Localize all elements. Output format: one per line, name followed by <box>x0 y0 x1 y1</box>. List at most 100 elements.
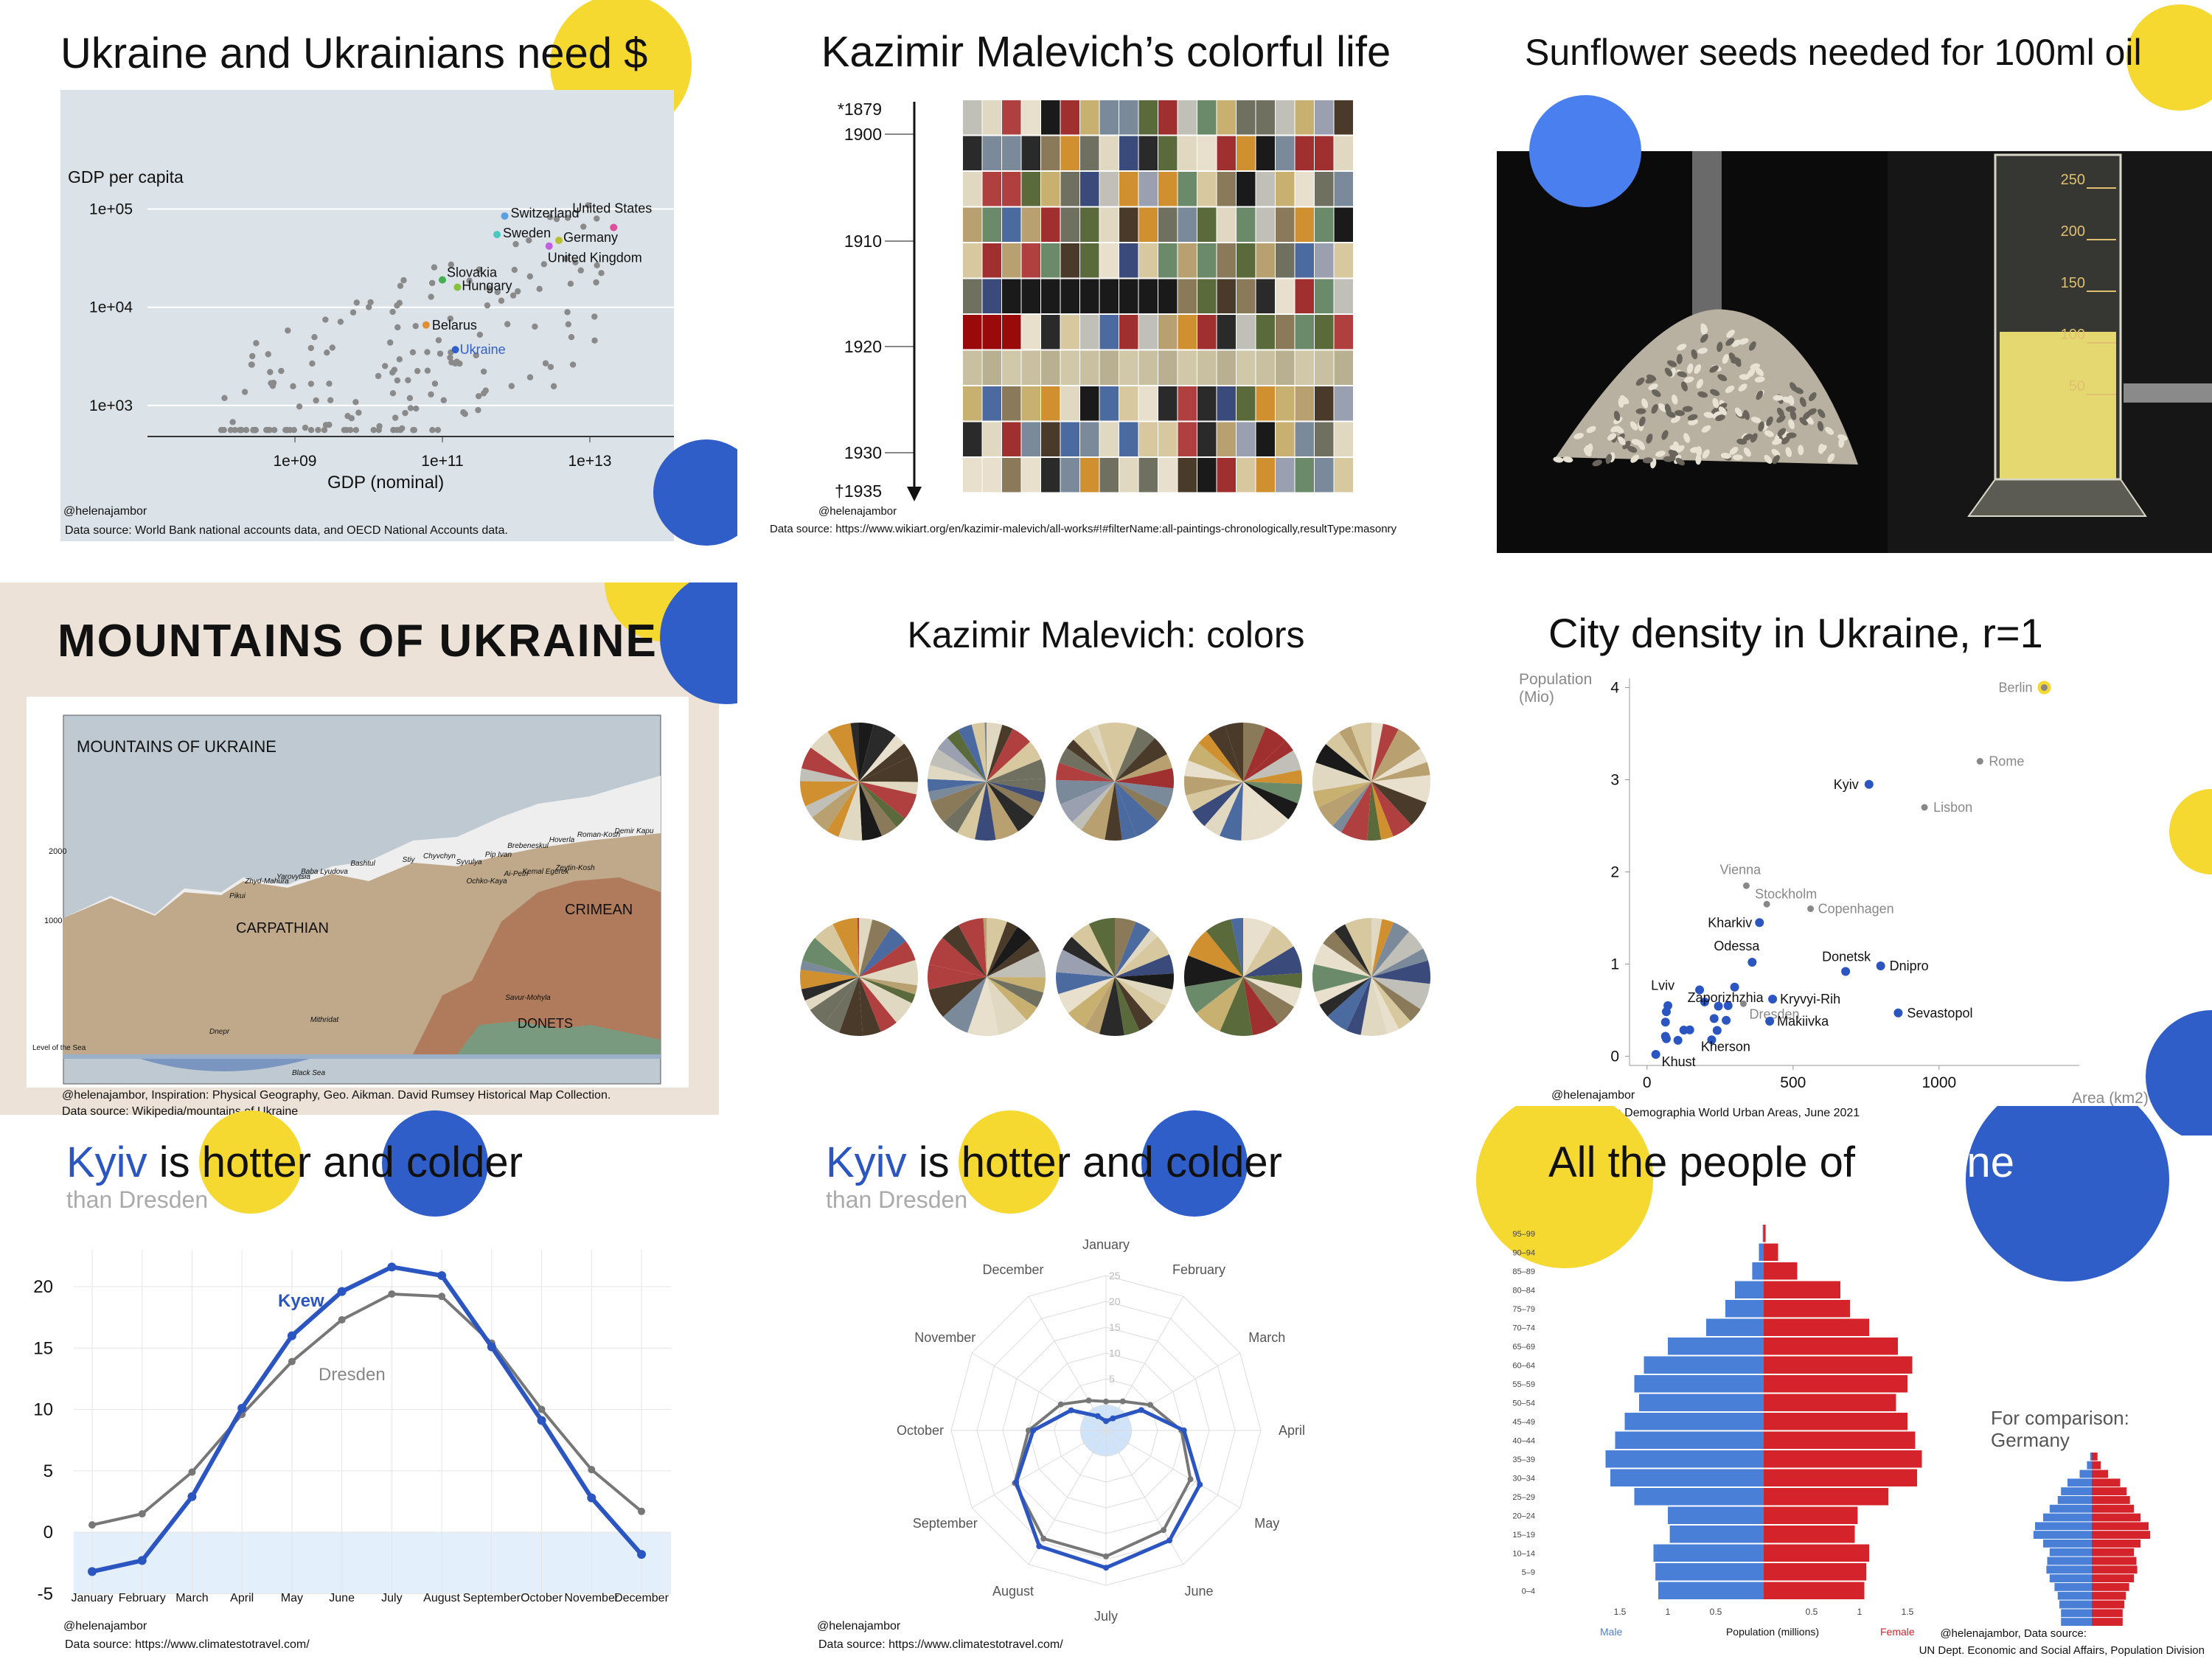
color-swatch <box>1099 100 1119 135</box>
color-swatch <box>1295 172 1314 206</box>
pie-slice <box>1097 723 1115 782</box>
color-swatch <box>1002 386 1021 421</box>
seed <box>1700 333 1708 343</box>
peak-label: Roman-Kosh <box>577 831 621 839</box>
pie-slice <box>942 977 987 1033</box>
pie-slice <box>827 723 859 782</box>
point-label: United States <box>572 201 652 215</box>
x-tick-label: January <box>72 1592 114 1604</box>
y-tick-label: 15 <box>33 1338 53 1358</box>
pie-slice <box>1371 782 1427 825</box>
age-label: 40–44 <box>1512 1437 1535 1446</box>
color-swatch <box>1256 136 1275 170</box>
data-point <box>390 427 397 434</box>
x-axis-label: Population (millions) <box>1726 1626 1819 1638</box>
bar-male <box>1668 1506 1764 1524</box>
pie-slice <box>1105 782 1122 841</box>
bar-male <box>1762 1225 1764 1242</box>
color-swatch <box>1099 458 1119 493</box>
color-swatch <box>1217 315 1236 349</box>
pie-slice <box>859 724 896 782</box>
point-label: Lisbon <box>1933 800 1972 815</box>
color-swatch <box>1080 243 1099 278</box>
pie-slice <box>1185 977 1243 1013</box>
title-kyiv: Kyiv <box>826 1138 907 1186</box>
color-swatch <box>1256 350 1275 385</box>
pie-slice <box>987 778 1046 793</box>
seed <box>1638 440 1646 451</box>
x-axis-label: GDP (nominal) <box>327 473 444 493</box>
radar-point <box>1013 1479 1020 1486</box>
de-bar-male <box>2057 1496 2092 1504</box>
data-point <box>291 427 297 434</box>
color-swatch <box>1295 100 1314 135</box>
data-point <box>532 323 538 330</box>
de-bar-male <box>2087 1461 2092 1470</box>
color-swatch <box>1315 422 1334 456</box>
radar-spoke <box>1028 1430 1107 1565</box>
data-point <box>389 390 397 397</box>
bar-female <box>1764 1413 1907 1430</box>
color-swatch <box>1080 315 1099 349</box>
age-label: 45–49 <box>1512 1418 1535 1427</box>
data-point <box>526 374 534 380</box>
color-swatch <box>963 422 982 456</box>
color-swatch <box>1178 279 1197 313</box>
x-tick-label: 1 <box>1857 1607 1863 1617</box>
color-swatch <box>1315 136 1334 170</box>
age-label: 85–89 <box>1512 1267 1535 1276</box>
color-swatch <box>1138 279 1158 313</box>
peak-label: Pip Ivan <box>485 851 512 859</box>
pie-slice <box>1084 977 1115 1034</box>
chart-title: Kyiv is hotter and colder <box>826 1138 1282 1186</box>
data-point <box>290 383 296 390</box>
peak-label: Ai-Petri <box>504 870 529 878</box>
data-point <box>550 383 557 390</box>
pie-slice <box>1371 918 1382 977</box>
cylinder-base <box>1967 479 2147 517</box>
bar-male <box>1634 1375 1764 1393</box>
pie-slice <box>987 977 1027 1035</box>
bar-male <box>1655 1563 1764 1581</box>
data-point <box>475 406 481 414</box>
pie-slice <box>947 729 987 782</box>
data-point <box>473 352 479 359</box>
color-swatch <box>1197 386 1217 421</box>
seed <box>1655 451 1666 457</box>
data-point <box>594 262 600 268</box>
seed <box>1772 438 1782 445</box>
color-swatch <box>1237 172 1256 206</box>
radar-spoke <box>1105 1430 1184 1565</box>
seed <box>1617 436 1626 445</box>
radar-point <box>1040 1535 1047 1542</box>
data-point <box>326 380 333 387</box>
series-point <box>537 1416 546 1425</box>
seed <box>1700 323 1708 333</box>
data-point <box>252 427 259 434</box>
data-point-united-kingdom <box>545 242 553 250</box>
panel-temperature-radar: Kyiv is hotter and colder than Dresden 5 10… <box>737 1106 1475 1659</box>
color-swatch <box>1295 243 1314 278</box>
bar-female <box>1764 1375 1907 1393</box>
color-swatch <box>1237 458 1256 493</box>
y-tick-label: 1e+03 <box>89 397 133 414</box>
age-label: 75–79 <box>1512 1305 1535 1314</box>
de-bar-male <box>2059 1600 2092 1609</box>
pie-slice <box>827 782 859 838</box>
sunflower-photo: 250 200 150 100 50 Sunflower seeds needed for… <box>1497 4 2212 553</box>
radar-point <box>1030 1427 1037 1433</box>
data-point-ukraine <box>451 346 459 354</box>
color-swatch <box>1217 172 1236 206</box>
x-tick-label: December <box>614 1592 669 1604</box>
pie-slice <box>984 723 987 782</box>
peak-label: Chyvchyn <box>423 852 456 860</box>
pie-slice <box>1371 782 1394 840</box>
x-axis-label: Area (km2) <box>2072 1090 2149 1107</box>
color-swatch <box>1256 458 1275 493</box>
series-point <box>587 1493 597 1503</box>
pie-slice <box>928 964 987 990</box>
point-label: Stockholm <box>1755 886 1817 901</box>
data-point <box>1722 1015 1731 1025</box>
peak-label: Yarovytsia <box>276 873 310 881</box>
color-swatch <box>1158 350 1178 385</box>
